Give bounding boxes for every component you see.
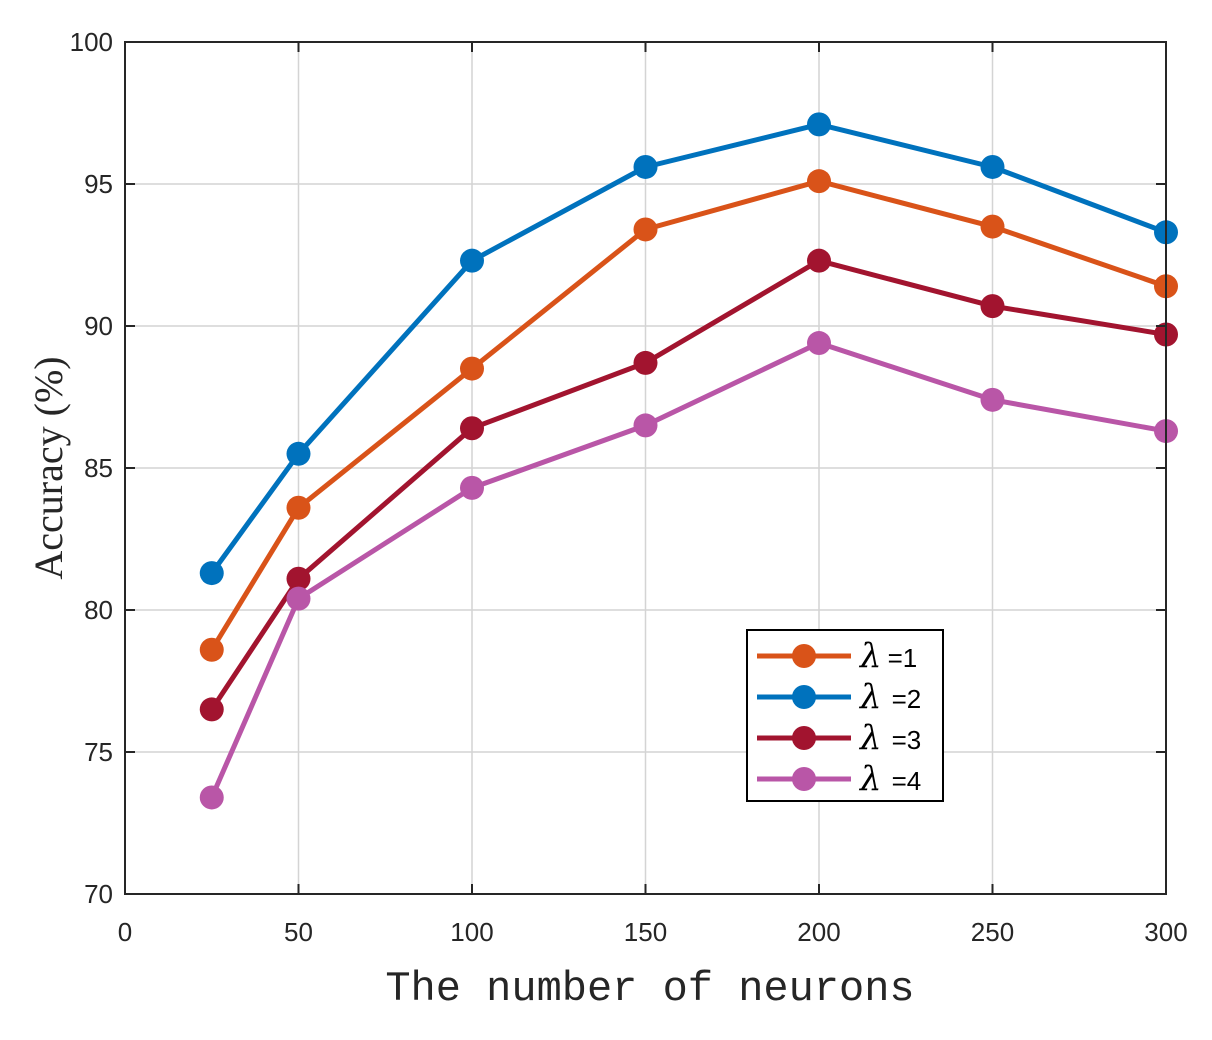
- data-point: [460, 416, 484, 441]
- series-1: [199, 169, 1178, 662]
- legend-label: λ =4: [858, 759, 921, 799]
- legend-marker: [792, 685, 816, 709]
- data-point: [807, 112, 831, 137]
- legend-marker: [792, 767, 816, 791]
- data-point: [980, 214, 1005, 239]
- axes: [124, 41, 1167, 895]
- data-point: [633, 154, 658, 179]
- legend-item: λ =3: [757, 718, 921, 758]
- data-point: [807, 331, 831, 356]
- data-point: [199, 561, 224, 586]
- data-point: [286, 586, 311, 611]
- legend-item: λ =2: [757, 677, 921, 717]
- y-tick-label: 90: [84, 311, 113, 341]
- y-tick-label: 70: [84, 879, 113, 909]
- x-tick-label: 200: [797, 917, 840, 947]
- data-point: [460, 356, 484, 381]
- legend-label: λ =3: [858, 718, 921, 758]
- data-point: [286, 495, 311, 520]
- x-tick-label: 300: [1144, 917, 1187, 947]
- series-layer: [199, 112, 1178, 810]
- data-point: [286, 441, 311, 466]
- y-tick-label: 95: [84, 169, 113, 199]
- x-tick-label: 50: [284, 917, 313, 947]
- data-point: [633, 413, 658, 438]
- legend: λ =1λ =2λ =3λ =4: [746, 629, 944, 802]
- legend-label: λ =1: [858, 636, 917, 676]
- legend-item: λ =4: [757, 759, 921, 799]
- data-point: [980, 154, 1005, 179]
- x-tick-label: 0: [118, 917, 132, 947]
- y-tick-label: 85: [84, 453, 113, 483]
- data-point: [286, 566, 311, 591]
- x-tick-label: 250: [971, 917, 1014, 947]
- data-point: [199, 785, 224, 810]
- series-2: [199, 112, 1178, 586]
- y-tick-label: 80: [84, 595, 113, 625]
- y-tick-label: 75: [84, 737, 113, 767]
- data-point: [807, 248, 831, 273]
- data-point: [807, 169, 831, 194]
- series-3: [199, 248, 1178, 722]
- data-point: [633, 217, 658, 242]
- data-point: [460, 475, 484, 500]
- legend-marker: [792, 726, 816, 750]
- data-point: [633, 350, 658, 375]
- series-4: [199, 331, 1178, 810]
- legend-marker: [792, 644, 816, 668]
- x-tick-label: 100: [450, 917, 493, 947]
- y-tick-label: 100: [70, 27, 113, 57]
- x-tick-label: 150: [624, 917, 667, 947]
- data-point: [199, 637, 224, 662]
- legend-label: λ =2: [858, 677, 921, 717]
- x-axis-title: The number of neurons: [385, 965, 914, 1013]
- legend-item: λ =1: [757, 636, 917, 676]
- y-axis-title: Accuracy (%): [26, 356, 71, 579]
- data-point: [199, 697, 224, 722]
- data-point: [980, 387, 1005, 412]
- data-point: [980, 294, 1005, 319]
- data-point: [460, 248, 484, 273]
- tick-labels: 0 50 100 150 200 250 300 70 75 80 85 90 95 100: [70, 27, 1188, 947]
